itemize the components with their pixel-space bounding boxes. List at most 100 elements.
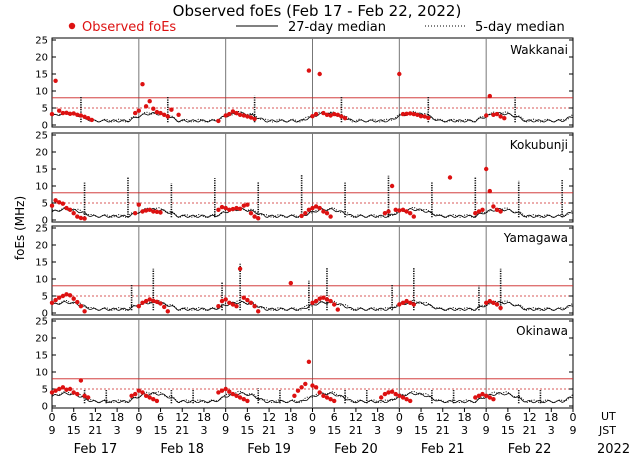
observed-point xyxy=(234,110,239,116)
observed-point xyxy=(328,298,333,304)
x-tick-ut-label: 18 xyxy=(110,411,124,424)
observed-point xyxy=(397,302,402,307)
observed-point xyxy=(324,297,330,302)
observed-point xyxy=(176,112,181,118)
x-tick-ut-label: 6 xyxy=(244,411,251,424)
x-tick-ut-label: 12 xyxy=(88,411,102,424)
observed-point xyxy=(140,209,145,214)
observed-point xyxy=(75,299,80,305)
x-axis: UT JST 2022 0961512211830961512211830961… xyxy=(49,408,630,457)
legend-observed-marker xyxy=(68,22,76,30)
observed-point xyxy=(230,302,236,307)
y-tick-label: 15 xyxy=(35,70,48,81)
x-tick-jst-label: 3 xyxy=(200,424,207,437)
median-5day-line xyxy=(51,206,574,218)
observed-point xyxy=(86,116,91,121)
observed-point xyxy=(230,391,236,397)
observed-point xyxy=(133,211,138,216)
observed-point xyxy=(223,297,228,302)
observed-point xyxy=(426,115,431,121)
observed-point xyxy=(393,207,398,212)
observed-point xyxy=(154,398,160,404)
observed-point xyxy=(306,359,312,364)
observed-point xyxy=(328,113,333,118)
observed-point xyxy=(310,205,315,211)
observed-point xyxy=(408,111,413,116)
y-tick-label: 20 xyxy=(35,148,48,159)
observed-point xyxy=(335,307,340,312)
observed-point xyxy=(317,205,322,211)
y-tick-label: 20 xyxy=(35,241,48,252)
observed-point xyxy=(241,113,246,118)
observed-point xyxy=(313,385,319,390)
observed-point xyxy=(237,112,243,118)
observed-point xyxy=(64,387,69,392)
observed-point xyxy=(71,111,76,116)
x-tick-ut-label: 6 xyxy=(504,411,511,424)
observed-point xyxy=(487,188,492,194)
observed-point xyxy=(158,301,163,306)
observed-point xyxy=(502,116,507,121)
x-tick-jst-label: 21 xyxy=(88,424,102,437)
observed-point xyxy=(64,292,69,297)
observed-point xyxy=(147,207,152,212)
x-axis-ut-label: UT xyxy=(601,410,616,423)
observed-point xyxy=(494,207,500,212)
observed-point xyxy=(256,309,261,314)
observed-point xyxy=(411,214,416,219)
observed-point xyxy=(82,393,87,398)
observed-point xyxy=(57,386,62,392)
observed-point xyxy=(136,304,141,309)
observed-point xyxy=(480,391,485,397)
observed-point xyxy=(248,300,254,305)
observed-point xyxy=(487,93,492,99)
observed-point xyxy=(140,390,145,395)
observed-point xyxy=(248,115,254,120)
observed-point xyxy=(252,304,257,309)
observed-point xyxy=(476,209,482,214)
observed-point xyxy=(147,297,152,302)
observed-point xyxy=(82,114,87,120)
observed-point xyxy=(165,114,170,119)
observed-point xyxy=(143,393,149,398)
y-tick-label: 0 xyxy=(42,121,48,132)
x-tick-ut-label: 12 xyxy=(523,411,537,424)
observed-point xyxy=(299,385,304,390)
observed-point xyxy=(64,110,69,116)
observed-point xyxy=(234,393,239,398)
observed-point xyxy=(89,117,95,123)
x-tick-ut-label: 18 xyxy=(457,411,471,424)
panel-okinawa: 0 5 10 15 20 25 Okinawa xyxy=(35,317,574,413)
observed-point xyxy=(154,109,160,115)
observed-point xyxy=(328,397,333,402)
observed-point xyxy=(216,304,221,309)
y-tick-label: 5 xyxy=(42,199,48,210)
x-tick-ut-label: 6 xyxy=(418,411,425,424)
x-tick-jst-label: 3 xyxy=(287,424,294,437)
observed-point xyxy=(491,112,496,118)
observed-point xyxy=(223,205,228,211)
legend-5day-label: 5-day median xyxy=(475,20,565,35)
observed-point xyxy=(306,68,312,73)
observed-point xyxy=(133,391,138,397)
observed-point xyxy=(288,280,293,286)
observed-point xyxy=(404,111,409,117)
observed-point xyxy=(237,395,243,400)
observed-point xyxy=(498,305,503,311)
observed-point xyxy=(447,175,453,180)
observed-point xyxy=(313,204,319,209)
x-tick-jst-label: 9 xyxy=(483,424,490,437)
observed-point xyxy=(473,211,478,216)
observed-point xyxy=(60,293,66,299)
observed-point xyxy=(484,166,489,172)
observed-point xyxy=(313,298,319,304)
observed-point xyxy=(75,112,80,118)
observed-point xyxy=(321,393,326,398)
station-label: Wakkanai xyxy=(510,43,568,57)
observed-point xyxy=(494,302,500,307)
legend-observed-label: Observed foEs xyxy=(82,20,176,35)
observed-point xyxy=(147,395,152,400)
observed-point xyxy=(169,107,174,112)
observed-point xyxy=(71,296,76,301)
